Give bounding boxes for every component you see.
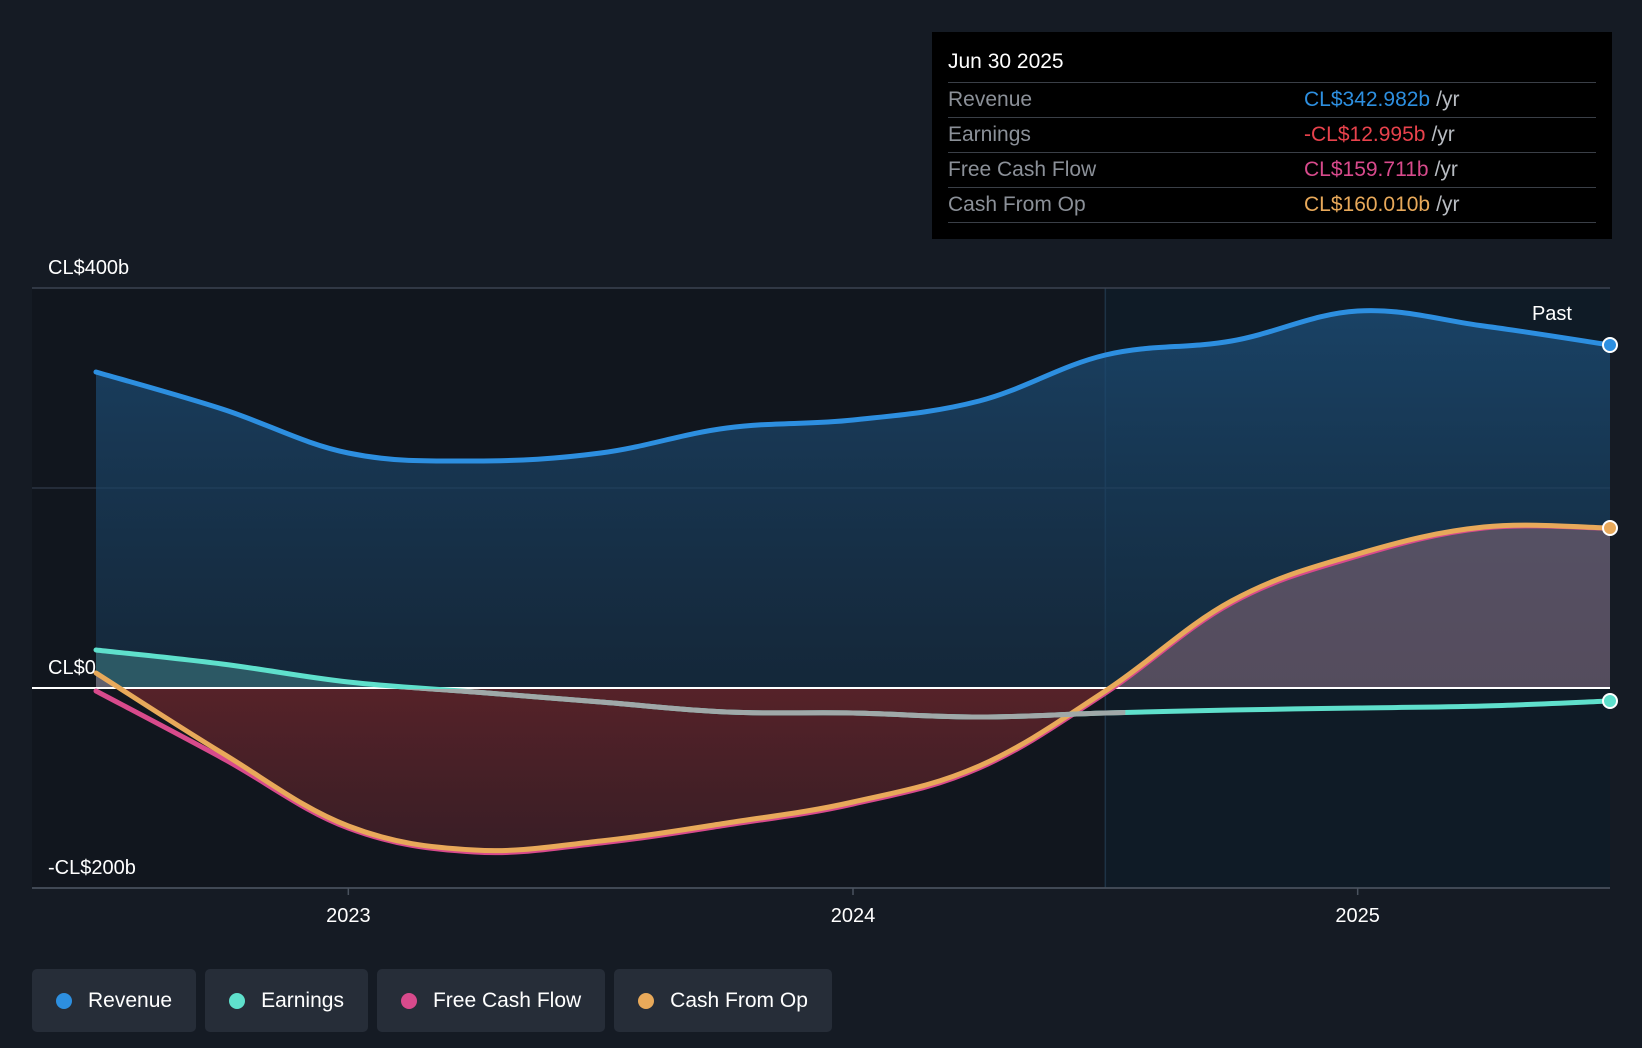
legend-label: Cash From Op: [670, 988, 808, 1012]
legend-dot-icon: [638, 992, 655, 1009]
cash-from-op-endpoint: [1602, 520, 1618, 536]
revenue-line: [93, 308, 1613, 464]
tooltip-value: CL$342.982b: [1304, 88, 1431, 111]
tooltip-unit: /yr: [1434, 158, 1458, 181]
x-tick-label: 2025: [1335, 905, 1380, 927]
tooltip-value: CL$160.010b: [1304, 193, 1431, 216]
legend-dot-icon: [229, 992, 246, 1009]
revenue-area: [96, 310, 1610, 688]
y-tick-label: CL$400b: [48, 257, 129, 279]
legend-dot-icon: [56, 992, 72, 1009]
y-tick-label: -CL$200b: [48, 857, 136, 879]
x-tick-label: 2024: [831, 905, 876, 927]
tooltip-row-earnings: Earnings -CL$12.995b /yr: [948, 117, 1596, 152]
tooltip-label: Free Cash Flow: [948, 158, 1097, 181]
tooltip-value: -CL$12.995b: [1304, 123, 1426, 146]
tooltip-row-revenue: Revenue CL$342.982b /yr: [948, 82, 1596, 117]
legend-dot-icon: [400, 992, 417, 1009]
tooltip-row-free-cash-flow: Free Cash Flow CL$159.711b /yr: [948, 152, 1596, 187]
revenue-endpoint: [1602, 337, 1618, 353]
legend-item-revenue[interactable]: Revenue: [32, 969, 197, 1032]
tooltip-label: Earnings: [948, 123, 1031, 146]
x-tick-label: 2023: [326, 905, 371, 927]
cash-from-op-line: [93, 522, 1613, 854]
earnings-endpoint: [1602, 693, 1618, 709]
legend-label: Earnings: [261, 988, 344, 1012]
earnings-negative-line: [397, 689, 1126, 720]
tooltip-label: Cash From Op: [948, 193, 1086, 216]
tooltip-value: CL$159.711b: [1304, 158, 1429, 181]
cash-positive-area: [96, 525, 1610, 688]
y-axis-labels: CL$400b CL$0 -CL$200b: [48, 257, 136, 879]
series-endpoints: [1602, 337, 1618, 709]
legend-item-earnings[interactable]: Earnings: [205, 969, 368, 1032]
legend-label: Free Cash Flow: [432, 988, 582, 1012]
earnings-area: [96, 650, 1610, 688]
x-axis: 2023 2024 2025: [32, 887, 1610, 927]
series-lines: [93, 308, 1613, 856]
tooltip: Jun 30 2025 Revenue CL$342.982b /yr Earn…: [932, 32, 1612, 239]
past-label: Past: [1532, 303, 1572, 325]
legend-item-cash-from-op[interactable]: Cash From Op: [614, 969, 832, 1032]
tooltip-row-cash-from-op: Cash From Op CL$160.010b /yr: [948, 187, 1596, 223]
legend-label: Revenue: [88, 988, 173, 1012]
cash-negative-area: [96, 688, 1610, 851]
series-areas: [96, 310, 1610, 851]
legend: Revenue Earnings Free Cash Flow Cash Fro…: [32, 969, 841, 1032]
tooltip-label: Revenue: [948, 88, 1033, 111]
tooltip-unit: /yr: [1431, 123, 1455, 146]
tooltip-date: Jun 30 2025: [948, 50, 1064, 73]
y-tick-label: CL$0: [48, 657, 96, 679]
legend-item-free-cash-flow[interactable]: Free Cash Flow: [376, 969, 606, 1032]
tooltip-unit: /yr: [1436, 193, 1460, 216]
tooltip-unit: /yr: [1436, 88, 1460, 111]
